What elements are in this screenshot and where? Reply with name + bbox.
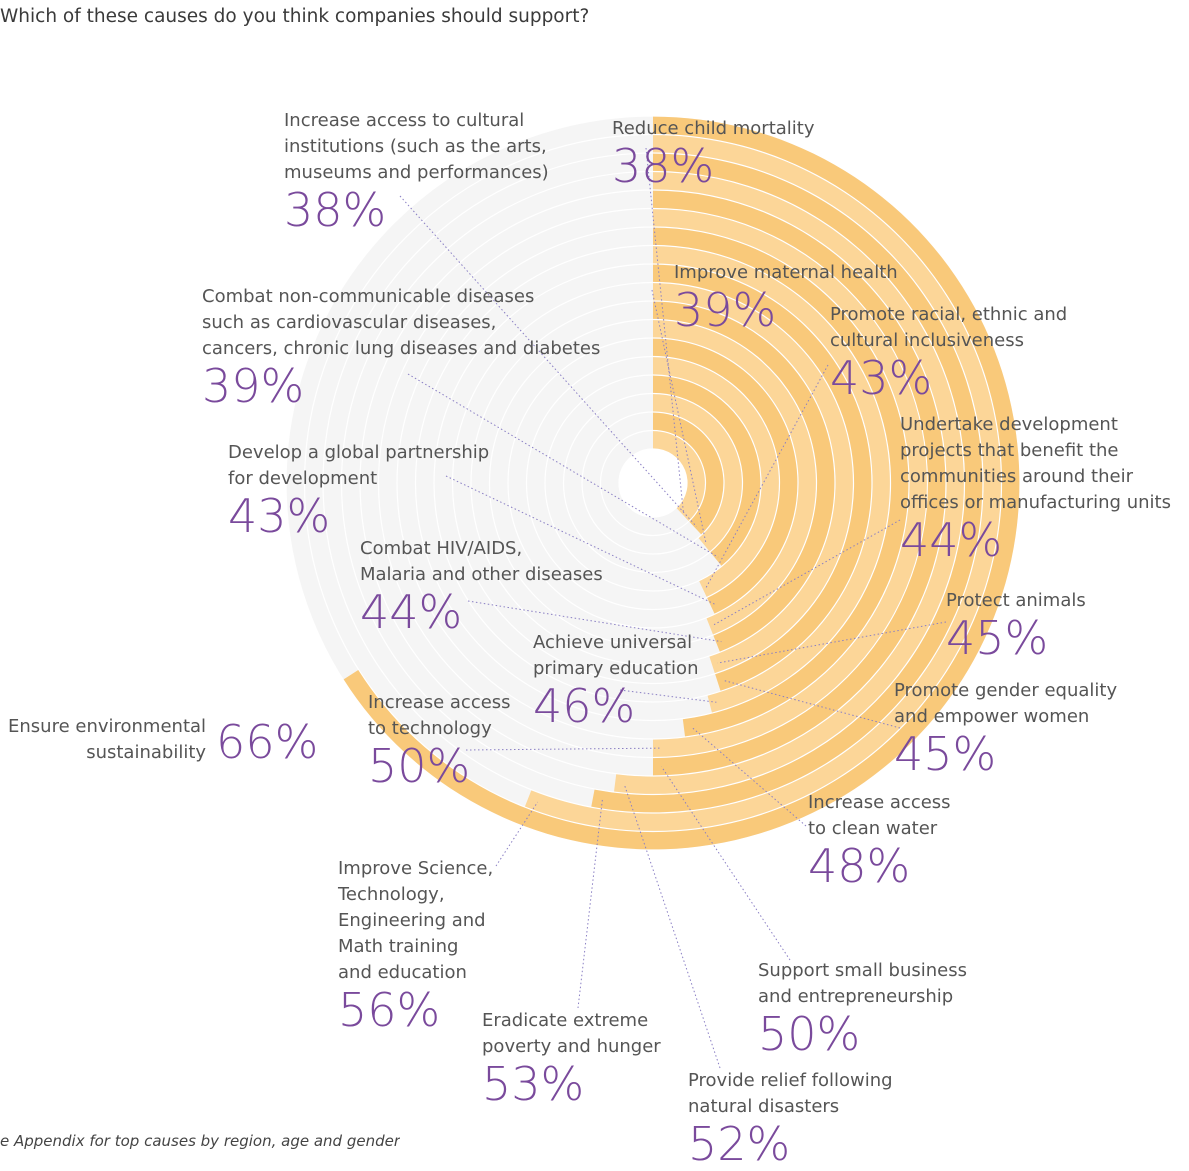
value-label: 39% bbox=[202, 359, 305, 413]
leader-achieve-universal-primary-education bbox=[619, 689, 717, 703]
category-label: Increase access to technology bbox=[368, 692, 511, 739]
bar-undertake-development-projects-that-benefit-the-communities-around-their-offices-or-manufacturing-units bbox=[653, 320, 816, 635]
category-label: Increase access to cultural institutions… bbox=[284, 110, 549, 183]
value-label: 44% bbox=[900, 513, 1003, 567]
category-label: Promote gender equality and empower wome… bbox=[894, 680, 1118, 727]
leader-increase-access-to-clean-water bbox=[690, 726, 807, 827]
category-label: Combat non-communicable diseases such as… bbox=[202, 286, 601, 359]
bar-improve-maternal-health bbox=[653, 394, 742, 552]
leader-reduce-child-mortality bbox=[645, 147, 685, 514]
ring-separator bbox=[599, 429, 707, 537]
leader-increase-access-to-technology bbox=[465, 747, 661, 751]
ring-separator bbox=[433, 263, 873, 703]
category-label: Provide relief following natural disaste… bbox=[688, 1070, 893, 1117]
leader-improve-science-technology-engineering-and-math-training-and-education bbox=[495, 801, 539, 867]
value-label: 43% bbox=[228, 489, 331, 543]
label-primary-education: Achieve universal primary education 46% bbox=[533, 630, 698, 730]
value-label: 66% bbox=[216, 715, 319, 769]
value-label: 56% bbox=[338, 983, 441, 1037]
bar-develop-a-global-partnership-for-development bbox=[653, 338, 798, 614]
bar-combat-non-communicable-diseases-such-as-cardiovascular-diseases-cancers-chronic-lung-diseases-and-diabetes bbox=[653, 375, 761, 566]
bar-combat-hiv-aids-malaria-and-other-diseases bbox=[653, 301, 835, 652]
category-label: Improve Science, Technology, Engineering… bbox=[338, 858, 494, 983]
value-label: 52% bbox=[688, 1117, 791, 1171]
value-label: 48% bbox=[808, 839, 911, 893]
value-label: 46% bbox=[533, 679, 636, 733]
leader-eradicate-extreme-poverty-and-hunger bbox=[577, 799, 603, 1009]
ring-separator bbox=[544, 374, 762, 592]
bar-promote-racial-ethnic-and-cultural-inclusiveness bbox=[653, 357, 779, 597]
category-label: Improve maternal health bbox=[674, 262, 898, 283]
category-label: Support small business and entrepreneurs… bbox=[758, 960, 967, 1007]
leader-support-small-business-and-entrepreneurship bbox=[661, 766, 791, 961]
value-label: 45% bbox=[946, 611, 1049, 665]
footnote: See Appendix for top causes by region, a… bbox=[0, 1132, 400, 1150]
leader-improve-maternal-health bbox=[651, 289, 707, 544]
category-label: Undertake development projects that bene… bbox=[900, 414, 1171, 513]
category-label: Combat HIV/AIDS, Malaria and other disea… bbox=[360, 538, 603, 585]
ring-separator bbox=[377, 207, 929, 759]
ring-separator bbox=[470, 300, 836, 666]
value-label: 38% bbox=[284, 183, 387, 237]
value-label: 38% bbox=[612, 139, 715, 193]
leader-combat-non-communicable-diseases-such-as-cardiovascular-diseases-cancers-chronic-lung-diseases-and-diabetes bbox=[407, 373, 719, 558]
ring-separator bbox=[581, 411, 725, 555]
label-extreme-poverty: Eradicate extreme poverty and hunger 53% bbox=[482, 1008, 661, 1108]
value-label: 53% bbox=[482, 1057, 585, 1111]
label-development-projects: Undertake development projects that bene… bbox=[900, 412, 1171, 564]
ring-separator bbox=[303, 133, 1003, 833]
ring-separator bbox=[285, 115, 1021, 851]
bar-reduce-child-mortality bbox=[653, 431, 705, 521]
leader-promote-gender-equality-and-empower-women bbox=[723, 679, 901, 729]
ring-separator bbox=[488, 318, 818, 648]
label-racial-inclusiveness: Promote racial, ethnic and cultural incl… bbox=[830, 302, 1067, 402]
leader-protect-animals bbox=[717, 621, 947, 664]
category-label: Develop a global partnership for develop… bbox=[228, 442, 490, 489]
value-label: 44% bbox=[360, 585, 463, 639]
label-small-business: Support small business and entrepreneurs… bbox=[758, 958, 967, 1058]
ring-separator bbox=[507, 337, 799, 629]
ring-separator bbox=[562, 392, 744, 574]
leader-combat-hiv-aids-malaria-and-other-diseases bbox=[467, 600, 722, 643]
label-hiv-aids: Combat HIV/AIDS, Malaria and other disea… bbox=[360, 536, 603, 636]
value-label: 45% bbox=[894, 727, 997, 781]
center-hole bbox=[619, 449, 687, 517]
ring-separator bbox=[525, 355, 781, 611]
category-label: Promote racial, ethnic and cultural incl… bbox=[830, 304, 1068, 351]
label-stem-education: Improve Science, Technology, Engineering… bbox=[338, 856, 493, 1034]
label-environmental-sustainability: Ensure environmental sustainability 66% bbox=[8, 714, 318, 766]
label-global-partnership: Develop a global partnership for develop… bbox=[228, 440, 489, 540]
bar-increase-access-to-cultural-institutions-such-as-the-arts-museums-and-performances bbox=[653, 412, 724, 535]
category-label: Protect animals bbox=[946, 590, 1086, 611]
ring-separator bbox=[414, 244, 892, 722]
category-label: Increase access to clean water bbox=[808, 792, 951, 839]
label-protect-animals: Protect animals 45% bbox=[946, 588, 1086, 662]
label-reduce-child-mortality: Reduce child mortality 38% bbox=[612, 116, 815, 190]
category-label: Eradicate extreme poverty and hunger bbox=[482, 1010, 661, 1057]
ring-separator bbox=[359, 189, 947, 777]
chart-question: Which of these causes do you think compa… bbox=[0, 6, 590, 27]
label-clean-water: Increase access to clean water 48% bbox=[808, 790, 951, 890]
value-label: 50% bbox=[368, 739, 471, 793]
value-label: 39% bbox=[674, 283, 777, 337]
ring-separator bbox=[451, 281, 855, 685]
leader-develop-a-global-partnership-for-development bbox=[445, 475, 715, 605]
value-label: 43% bbox=[830, 351, 933, 405]
category-label: Achieve universal primary education bbox=[533, 632, 699, 679]
label-gender-equality: Promote gender equality and empower wome… bbox=[894, 678, 1117, 778]
category-label: Reduce child mortality bbox=[612, 118, 815, 139]
value-label: 50% bbox=[758, 1007, 861, 1061]
label-maternal-health: Improve maternal health 39% bbox=[674, 260, 898, 334]
ring-separator bbox=[322, 152, 984, 814]
label-cultural-institutions: Increase access to cultural institutions… bbox=[284, 108, 549, 234]
category-label: Ensure environmental sustainability bbox=[8, 716, 207, 763]
label-non-communicable-diseases: Combat non-communicable diseases such as… bbox=[202, 284, 600, 410]
label-disaster-relief: Provide relief following natural disaste… bbox=[688, 1068, 893, 1168]
ring-separator bbox=[340, 170, 966, 796]
ring-separator bbox=[396, 226, 910, 740]
bars bbox=[343, 116, 1020, 850]
label-access-technology: Increase access to technology 50% bbox=[368, 690, 511, 790]
leader-lines bbox=[399, 147, 947, 1069]
